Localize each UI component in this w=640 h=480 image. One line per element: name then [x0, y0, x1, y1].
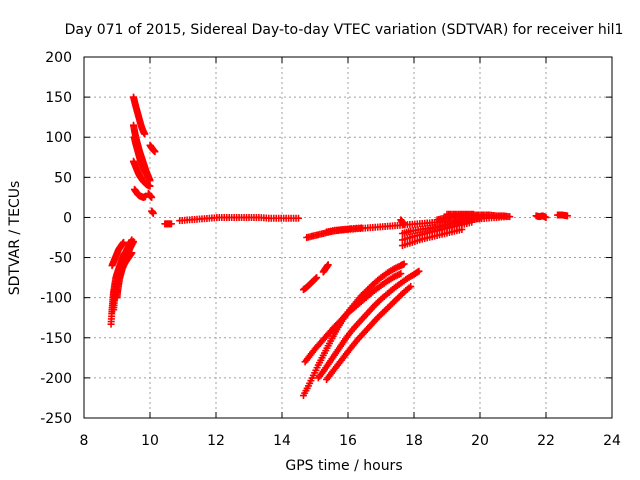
data-point [130, 238, 137, 246]
data-point [148, 193, 156, 201]
y-tick-label: -50 [49, 251, 72, 267]
x-tick-label: 20 [471, 433, 489, 449]
data-point [295, 214, 302, 222]
y-tick-label: -150 [40, 331, 72, 347]
y-tick-label: 200 [45, 50, 72, 66]
data-point [400, 260, 408, 268]
x-tick-label: 14 [273, 433, 291, 449]
x-tick-label: 16 [339, 433, 357, 449]
x-tick-label: 18 [405, 433, 423, 449]
y-tick-label: -250 [40, 411, 72, 427]
x-tick-label: 10 [141, 433, 159, 449]
y-tick-label: 150 [45, 90, 72, 106]
data-point [563, 212, 571, 220]
data-point [313, 274, 321, 282]
data-point [145, 174, 153, 182]
x-tick-label: 8 [80, 433, 89, 449]
axis-ticks: 8 10 12 14 16 18 20 22 24 -250 -200 -150 -100 -50 0 50 1… [40, 50, 621, 449]
data-point [357, 224, 365, 232]
data-point [415, 267, 423, 275]
x-tick-label: 22 [537, 433, 555, 449]
data-point [407, 282, 415, 290]
data-point [468, 218, 476, 226]
y-tick-label: -100 [40, 291, 72, 307]
x-tick-label: 12 [207, 433, 225, 449]
y-axis-label: SDTVAR / TECUs [7, 181, 23, 296]
data-point [506, 213, 514, 221]
data-point [128, 249, 136, 257]
data-point [120, 238, 128, 246]
data-point [167, 220, 175, 228]
grid [84, 57, 612, 418]
data-point [397, 270, 405, 278]
y-tick-label: 0 [63, 210, 72, 226]
data-point [542, 213, 550, 221]
data-point [149, 209, 157, 217]
data-point [324, 261, 332, 269]
data-point [312, 274, 320, 282]
data-point [146, 182, 154, 190]
y-tick-label: 100 [45, 130, 72, 146]
data-point [151, 148, 159, 156]
y-tick-label: -200 [40, 371, 72, 387]
y-tick-label: 50 [54, 170, 72, 186]
x-tick-label: 24 [603, 433, 621, 449]
data-point [414, 268, 422, 276]
chart-title: Day 071 of 2015, Sidereal Day-to-day VTE… [65, 22, 624, 38]
data-points [107, 93, 571, 400]
data-point [400, 221, 408, 229]
x-axis-label: GPS time / hours [285, 458, 402, 474]
data-point [458, 225, 466, 233]
data-point [141, 130, 149, 138]
data-point [469, 210, 477, 218]
